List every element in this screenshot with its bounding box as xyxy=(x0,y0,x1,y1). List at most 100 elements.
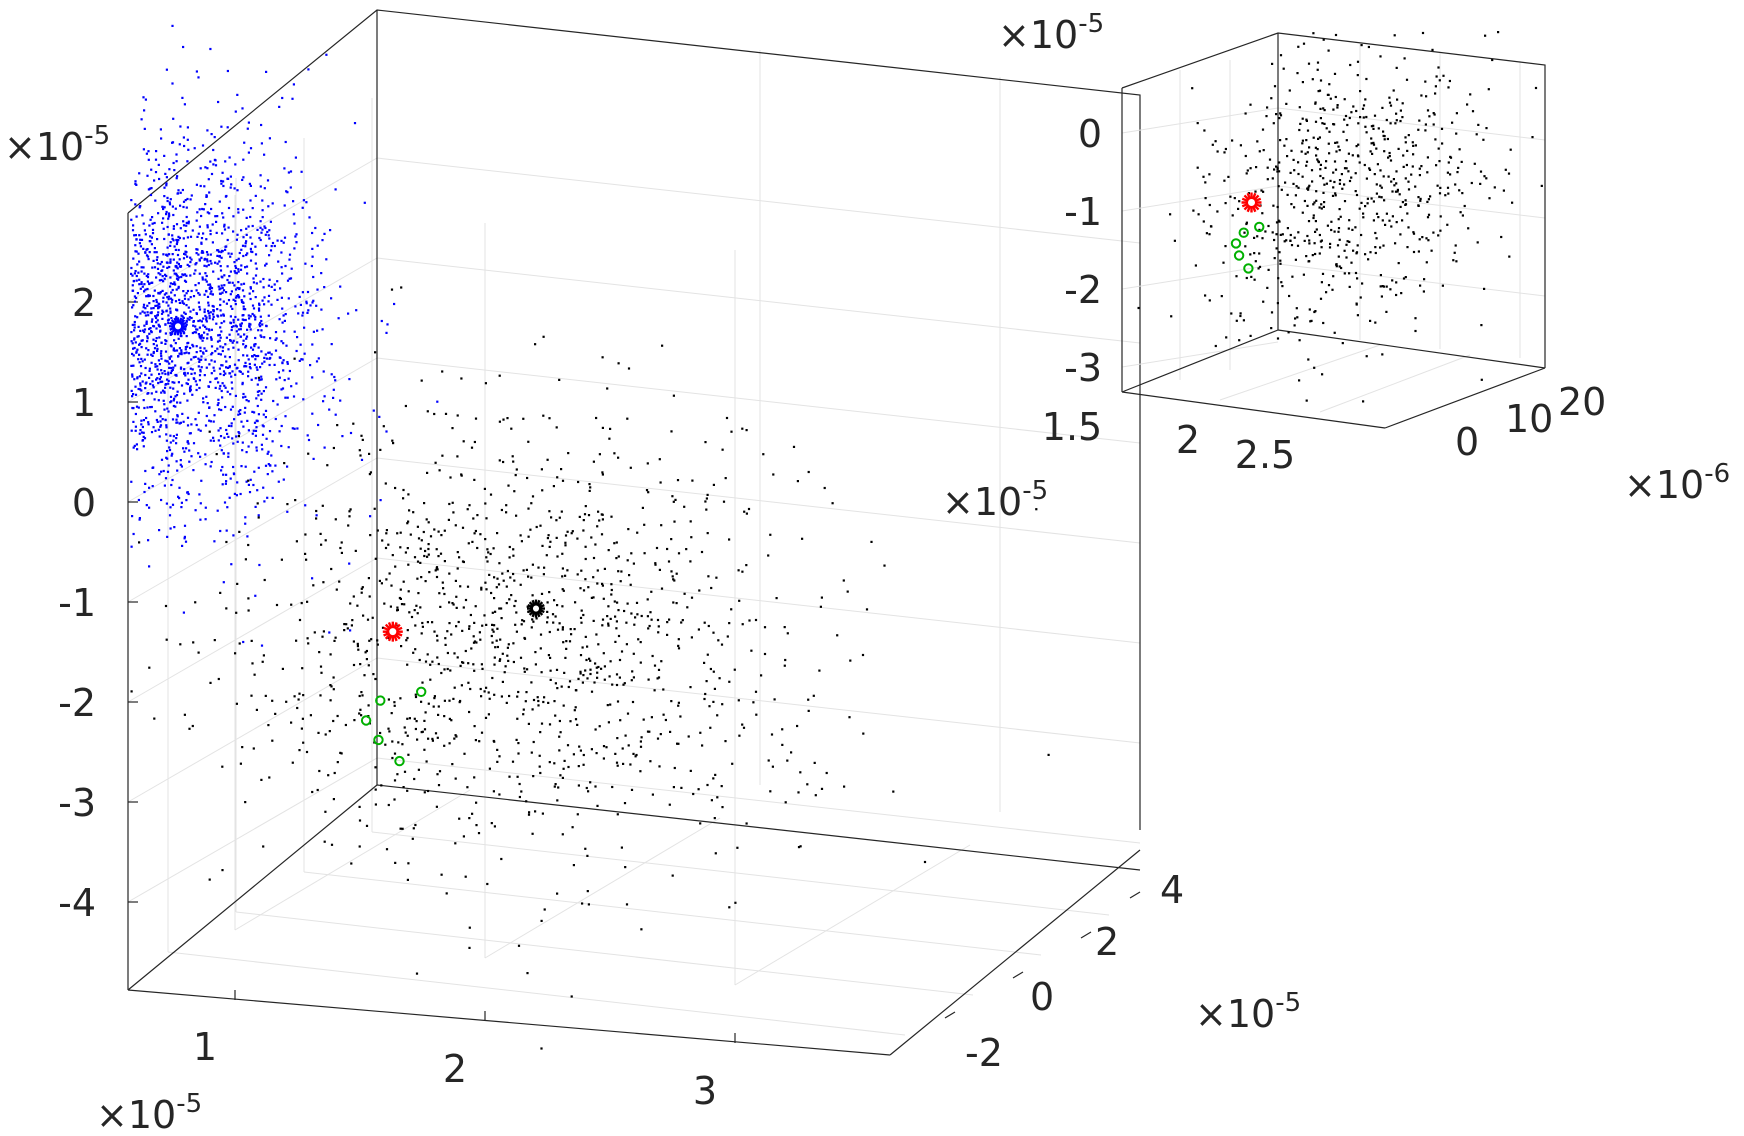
scatter-point xyxy=(131,373,134,376)
scatter-point xyxy=(515,630,518,633)
scatter-point xyxy=(252,290,255,293)
scatter-point xyxy=(257,514,260,517)
scatter-point xyxy=(417,537,421,540)
scatter-point xyxy=(244,346,247,349)
scatter-point xyxy=(153,717,156,720)
scatter-point xyxy=(1382,175,1385,178)
scatter-point xyxy=(1395,182,1398,185)
scatter-point xyxy=(385,848,389,851)
scatter-point xyxy=(183,713,186,716)
scatter-point xyxy=(583,513,587,516)
scatter-point xyxy=(241,381,244,384)
scatter-point xyxy=(629,466,632,469)
scatter-point xyxy=(177,381,180,384)
scatter-point xyxy=(164,172,167,175)
scatter-point xyxy=(712,777,715,780)
scatter-point xyxy=(579,587,582,590)
scatter-point xyxy=(260,350,263,353)
scatter-point xyxy=(196,235,199,238)
scatter-point xyxy=(589,486,592,489)
scatter-point xyxy=(424,660,428,663)
scatter-point xyxy=(439,605,442,608)
scatter-point xyxy=(532,740,535,744)
scatter-point xyxy=(485,588,488,591)
scatter-point xyxy=(221,286,224,290)
main-x-tick-label: 1 xyxy=(193,1025,217,1069)
scatter-point xyxy=(159,352,163,355)
scatter-point xyxy=(140,357,143,360)
scatter-point xyxy=(217,100,220,104)
scatter-point xyxy=(616,813,619,816)
scatter-point xyxy=(548,761,551,764)
scatter-point xyxy=(587,586,590,589)
scatter-point xyxy=(505,511,508,514)
scatter-point xyxy=(130,331,133,334)
scatter-point xyxy=(420,379,423,382)
scatter-point xyxy=(184,346,187,349)
scatter-point xyxy=(635,601,639,604)
scatter-point xyxy=(587,903,590,906)
scatter-point xyxy=(577,480,580,484)
scatter-point xyxy=(148,565,151,568)
scatter-point xyxy=(198,379,201,382)
scatter-point xyxy=(227,348,230,351)
scatter-point xyxy=(1266,166,1269,169)
scatter-point xyxy=(1245,172,1248,175)
scatter-point xyxy=(1311,78,1314,81)
scatter-point xyxy=(1302,42,1306,45)
scatter-point xyxy=(255,426,258,429)
scatter-point xyxy=(300,358,303,361)
scatter-point xyxy=(1262,300,1265,303)
scatter-point xyxy=(150,307,153,310)
scatter-point xyxy=(304,552,307,555)
scatter-point xyxy=(796,480,799,483)
scatter-point xyxy=(245,227,248,230)
scatter-point xyxy=(1355,302,1358,305)
scatter-point xyxy=(294,235,297,238)
scatter-point xyxy=(317,731,320,734)
scatter-point xyxy=(186,138,189,141)
scatter-point xyxy=(562,704,565,707)
scatter-point xyxy=(1434,92,1437,95)
scatter-point xyxy=(330,685,333,688)
scatter-point xyxy=(329,684,332,687)
scatter-point xyxy=(1406,149,1409,152)
scatter-point xyxy=(452,603,455,606)
scatter-point xyxy=(651,654,654,658)
scatter-point xyxy=(525,800,528,803)
scatter-point xyxy=(595,416,598,420)
scatter-point xyxy=(492,790,495,793)
scatter-point xyxy=(131,395,134,398)
scatter-point xyxy=(610,588,613,592)
scatter-point xyxy=(138,353,141,356)
scatter-point xyxy=(192,295,196,298)
scatter-point xyxy=(300,170,303,173)
scatter-point xyxy=(153,247,156,250)
scatter-point xyxy=(1308,260,1311,263)
scatter-point xyxy=(206,258,209,261)
scatter-point xyxy=(263,500,266,503)
scatter-point xyxy=(1381,285,1384,288)
scatter-point xyxy=(131,342,134,345)
scatter-point xyxy=(1424,123,1427,126)
scatter-point xyxy=(256,368,259,371)
scatter-point xyxy=(393,302,396,306)
scatter-point xyxy=(1357,143,1360,146)
scatter-point xyxy=(579,749,582,752)
scatter-point xyxy=(630,552,633,555)
scatter-point xyxy=(290,721,293,724)
scatter-point xyxy=(427,543,430,546)
scatter-point xyxy=(745,564,748,567)
scatter-point xyxy=(178,347,181,350)
scatter-point xyxy=(600,667,603,670)
scatter-point xyxy=(145,381,148,384)
scatter-point xyxy=(194,331,198,334)
scatter-point xyxy=(265,70,268,73)
scatter-point xyxy=(156,349,159,352)
scatter-point xyxy=(488,697,491,700)
scatter-point xyxy=(198,272,201,275)
scatter-point xyxy=(493,576,496,579)
scatter-point xyxy=(1362,116,1365,119)
scatter-point xyxy=(1421,31,1425,35)
scatter-point xyxy=(516,775,519,778)
